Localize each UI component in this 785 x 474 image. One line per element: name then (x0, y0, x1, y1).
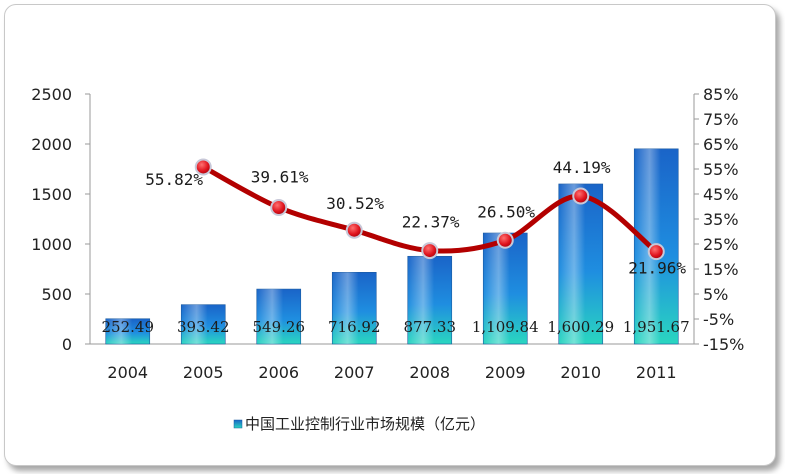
growth-rate-point[interactable] (270, 198, 288, 216)
growth-rate-point[interactable] (496, 231, 514, 249)
bar-highlight (105, 318, 150, 344)
line-data-label: 26.50% (477, 202, 535, 221)
y-left-tick-label: 2500 (31, 85, 72, 104)
growth-rate-point[interactable] (647, 243, 665, 261)
line-data-label: 22.37% (402, 213, 460, 232)
growth-rate-point[interactable] (572, 187, 590, 205)
x-tick-label: 2005 (183, 363, 224, 382)
x-tick-label: 2011 (636, 363, 677, 382)
bar-data-label: 549.26 (253, 318, 306, 336)
growth-rate-point[interactable] (194, 158, 212, 176)
bar-highlight (407, 256, 452, 344)
bar-highlight (483, 233, 528, 344)
bar-data-label: 1,109.84 (472, 318, 539, 336)
y-left-tick-label: 1500 (31, 185, 72, 204)
bar-highlight (332, 272, 377, 344)
bar-data-label: 393.42 (177, 318, 230, 336)
y-right-tick-label: 15% (703, 260, 739, 279)
x-tick-label: 2004 (107, 363, 148, 382)
y-right-tick-label: -5% (703, 310, 734, 329)
x-tick-label: 2009 (485, 363, 526, 382)
bar-data-label: 716.92 (328, 318, 381, 336)
y-left-tick-label: 0 (62, 335, 72, 354)
y-right-tick-label: 35% (703, 210, 739, 229)
legend-label: 中国工业控制行业市场规模（亿元） (245, 415, 485, 433)
line-data-label: 55.82% (145, 170, 203, 189)
x-tick-label: 2006 (258, 363, 299, 382)
y-right-tick-label: 85% (703, 85, 739, 104)
line-data-label: 30.52% (326, 194, 384, 213)
bar-data-label: 252.49 (102, 318, 155, 336)
growth-rate-point[interactable] (345, 221, 363, 239)
bar-highlight (181, 304, 226, 344)
bar-data-label: 1,600.29 (547, 318, 614, 336)
y-left-tick-label: 500 (41, 285, 72, 304)
line-data-label: 44.19% (553, 158, 611, 177)
line-data-label: 39.61% (251, 167, 309, 186)
legend-swatch (233, 419, 243, 429)
bar-data-label: 1,951.67 (623, 318, 690, 336)
y-right-tick-label: -15% (703, 335, 744, 354)
x-tick-label: 2010 (560, 363, 601, 382)
y-left-tick-label: 1000 (31, 235, 72, 254)
y-right-tick-label: 65% (703, 135, 739, 154)
bar-highlight (256, 289, 301, 344)
y-right-tick-label: 5% (703, 285, 728, 304)
y-left-tick-label: 2000 (31, 135, 72, 154)
y-right-tick-label: 45% (703, 185, 739, 204)
bar-highlight (558, 183, 603, 344)
bar-data-label: 877.33 (404, 318, 457, 336)
x-tick-label: 2008 (409, 363, 450, 382)
y-right-tick-label: 55% (703, 160, 739, 179)
x-tick-label: 2007 (334, 363, 375, 382)
y-right-tick-label: 75% (703, 110, 739, 129)
line-data-label: 21.96% (628, 259, 686, 278)
y-right-tick-label: 25% (703, 235, 739, 254)
growth-rate-point[interactable] (421, 242, 439, 260)
